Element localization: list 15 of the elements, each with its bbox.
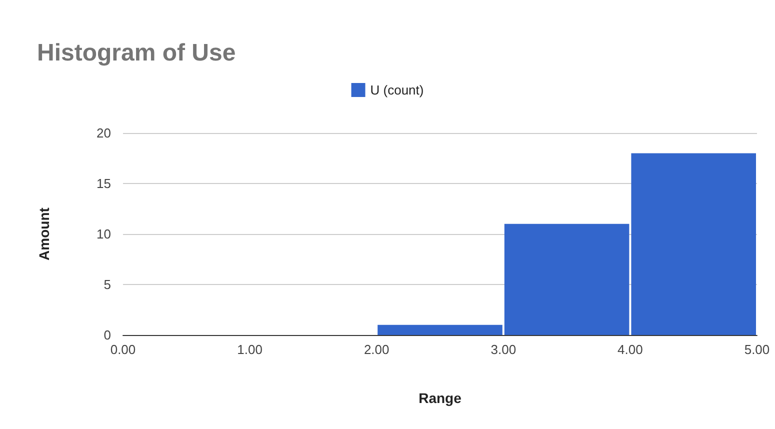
y-axis-title: Amount — [36, 207, 52, 260]
x-tick-label: 2.00 — [364, 342, 390, 357]
y-tick-label: 0 — [104, 328, 111, 342]
x-tick-label: 3.00 — [490, 342, 516, 357]
x-tick-label: 0.00 — [110, 342, 136, 357]
legend-label: U (count) — [370, 82, 424, 98]
y-tick-label: 20 — [96, 126, 111, 140]
x-tick-label: 5.00 — [744, 342, 770, 357]
x-axis-title: Range — [418, 390, 462, 406]
y-tick-label: 5 — [104, 277, 111, 292]
x-tick-label: 4.00 — [618, 342, 643, 357]
chart-title: Histogram of Use — [37, 40, 236, 66]
x-tick-label: 1.00 — [237, 342, 262, 357]
y-tick-label: 15 — [96, 176, 111, 191]
y-tick-label: 10 — [96, 226, 111, 242]
